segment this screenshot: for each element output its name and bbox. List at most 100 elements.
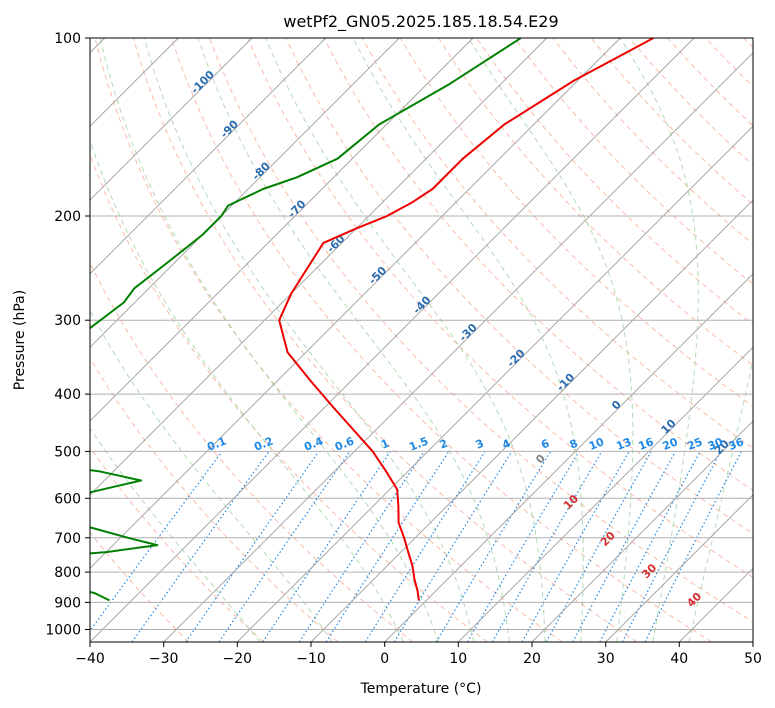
dry-adiabat-line	[590, 38, 753, 206]
isotherm-line	[90, 38, 400, 348]
mixing-ratio-label: 13	[614, 435, 633, 453]
isotherm-line	[457, 346, 753, 642]
dry-adiabat-line	[90, 153, 488, 642]
y-tick-label: 100	[54, 31, 81, 47]
isotherm-line	[90, 38, 253, 201]
dry-adiabat-line	[90, 531, 190, 642]
dry-adiabat-label: -10	[554, 371, 577, 394]
mixing-ratio-label: 3	[474, 437, 486, 452]
x-tick-label: 40	[670, 651, 688, 667]
isotherm-line	[310, 199, 753, 642]
y-tick-label: 900	[54, 595, 81, 611]
mixing-ratio-label: 6	[539, 437, 551, 452]
mixing-ratio-line	[545, 451, 652, 642]
mixing-ratio-line	[599, 451, 701, 642]
chart-title: wetPf2_GN05.2025.185.18.54.E29	[283, 12, 558, 32]
y-tick-label: 700	[54, 531, 81, 547]
x-tick-label: −40	[75, 651, 105, 667]
mixing-ratio-label: 2	[438, 437, 450, 452]
moist-adiabat-label: 10	[561, 492, 581, 512]
dry-adiabat-label: -80	[250, 159, 273, 182]
moist-adiabat-label: 30	[639, 561, 659, 581]
mixing-ratio-line	[185, 451, 320, 642]
mixing-ratio-label: 36	[727, 435, 746, 453]
y-tick-label: 800	[54, 565, 81, 581]
mixing-ratio-line	[435, 451, 552, 642]
isotherm-line	[163, 52, 753, 642]
isotherm-line	[384, 273, 753, 642]
mixing-ratio-line	[393, 451, 513, 642]
profiles	[90, 38, 654, 602]
moist-adiabat-line	[99, 38, 439, 642]
pressure-grid	[90, 38, 753, 630]
x-tick-label: −20	[223, 651, 253, 667]
mixing-ratio-label: 10	[587, 435, 606, 453]
y-tick-label: 300	[54, 313, 81, 329]
isotherm-line	[605, 494, 753, 642]
isotherm-line	[678, 567, 753, 642]
moist-adiabat-line	[265, 38, 546, 642]
mixing-ratio-line	[218, 451, 351, 642]
dry-adiabat-line	[90, 357, 339, 642]
mixing-ratio-line	[262, 451, 391, 642]
dry-adiabat-line	[476, 38, 753, 326]
y-tick-label: 600	[54, 491, 81, 507]
x-tick-label: 50	[744, 651, 762, 667]
dry-adiabat-line	[514, 38, 753, 285]
dry-adiabat-label: -40	[410, 293, 433, 316]
isotherm-line	[90, 38, 621, 569]
dry-adiabat-label: -90	[218, 117, 241, 140]
mixing-ratio-line	[325, 451, 450, 642]
mixing-ratio-label: 16	[636, 435, 655, 453]
isotherm-line	[752, 641, 753, 642]
dry-adiabat-line	[90, 446, 264, 642]
mixing-ratio-line	[90, 451, 223, 632]
dry-adiabat-label: -20	[504, 346, 527, 369]
x-tick-label: −30	[149, 651, 179, 667]
dry-adiabat-label: 10	[659, 416, 679, 436]
dry-adiabat-line	[247, 38, 753, 578]
y-tick-label: 200	[54, 209, 81, 225]
moist-adiabat-line	[90, 309, 333, 642]
dry-adiabat-line	[552, 38, 753, 245]
moist-adiabat-line	[352, 38, 584, 642]
temperature-profile	[278, 38, 654, 601]
moist-adiabat-line	[468, 38, 634, 642]
x-tick-label: 20	[523, 651, 541, 667]
plot-frame	[89, 37, 754, 643]
dry-adiabat-label: -50	[366, 264, 389, 287]
mixing-ratio-line	[572, 451, 677, 642]
isotherm-line	[531, 420, 753, 642]
isotherm-line	[90, 38, 548, 496]
moist-adiabat-line	[619, 38, 699, 642]
mixing-ratio-line	[621, 451, 722, 642]
dry-adiabat-line	[705, 38, 753, 88]
x-axis: −40 −30 −20 −10 0 10 20 30 40 50	[75, 642, 762, 667]
mixing-ratio-line	[521, 451, 630, 642]
x-tick-label: 0	[380, 651, 389, 667]
moist-adiabat-line	[143, 38, 475, 642]
dry-adiabat-line	[209, 38, 753, 623]
y-axis: 100 200 300 400 500 600 700 800 900 1000	[45, 31, 90, 639]
dry-adiabat-label: -60	[324, 232, 347, 255]
dry-adiabat-label: -70	[285, 197, 308, 220]
dry-adiabat-line	[285, 38, 753, 535]
dry-adiabat-label: -30	[457, 321, 480, 344]
dry-adiabat-label: -100	[188, 68, 217, 97]
y-tick-label: 500	[54, 444, 81, 460]
mixing-ratio-label: 8	[568, 437, 580, 452]
isotherm-line	[236, 125, 753, 642]
moist-adiabat-line	[688, 356, 753, 642]
dewpoint-profile	[90, 38, 522, 602]
mixing-ratio-label: 20	[661, 435, 680, 453]
x-tick-label: 10	[449, 651, 467, 667]
mixing-ratio-line	[644, 451, 743, 642]
y-tick-label: 1000	[45, 623, 81, 639]
y-axis-label: Pressure (hPa)	[12, 290, 28, 390]
mixing-ratio-label: 25	[685, 435, 704, 453]
x-tick-label: −10	[296, 651, 326, 667]
isotherm-line	[90, 38, 474, 422]
moist-adiabat-label: 40	[684, 590, 704, 610]
mixing-ratio-line	[298, 451, 425, 642]
